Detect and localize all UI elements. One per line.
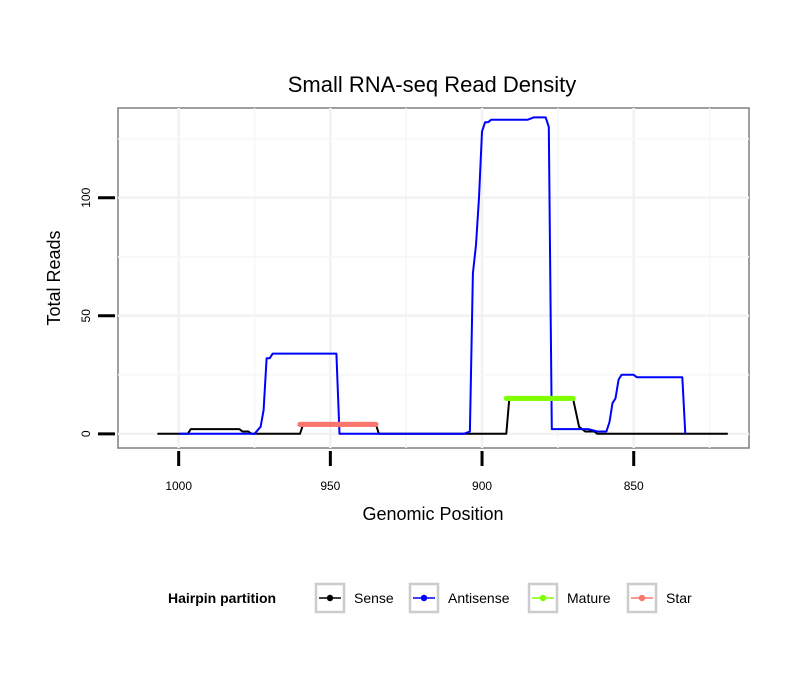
x-tick-label: 900 — [472, 479, 492, 493]
legend-title: Hairpin partition — [168, 590, 276, 606]
legend-label-antisense: Antisense — [448, 590, 510, 606]
legend-label-mature: Mature — [567, 590, 611, 606]
antisense-line — [178, 116, 687, 435]
legend-label-sense: Sense — [354, 590, 394, 606]
legend-dot-antisense — [420, 594, 428, 602]
chart-title: Small RNA-seq Read Density — [288, 72, 577, 97]
plot-panel — [117, 107, 750, 449]
data-series — [157, 116, 728, 435]
y-tick-label: 100 — [79, 187, 93, 207]
y-tick-label: 50 — [79, 309, 93, 323]
x-tick-label: 850 — [624, 479, 644, 493]
x-tick-label: 1000 — [165, 479, 192, 493]
y-tick-label: 0 — [79, 430, 93, 437]
mature-point — [570, 395, 576, 402]
x-tick-label: 950 — [320, 479, 340, 493]
legend-label-star: Star — [666, 590, 692, 606]
legend-dot-mature — [539, 594, 547, 602]
x-axis-title: Genomic Position — [362, 504, 503, 524]
legend-dot-sense — [326, 594, 334, 602]
legend: Hairpin partition Sense Antisense Mature St… — [168, 582, 692, 614]
axis-ticks: 1000 950 900 850 0 50 100 — [79, 187, 644, 493]
legend-dot-star — [638, 594, 646, 602]
star-point — [373, 421, 379, 427]
y-axis-title: Total Reads — [44, 230, 64, 325]
